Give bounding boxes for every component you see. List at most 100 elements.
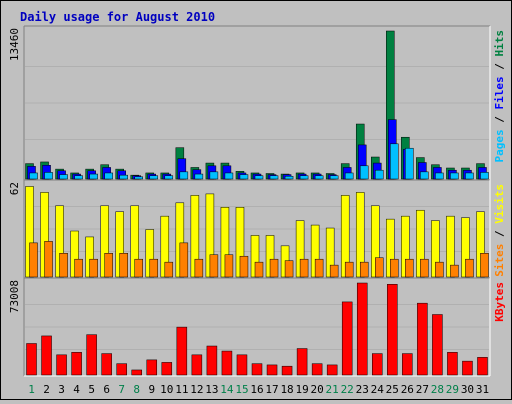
- bar-pages-day-18: [284, 176, 294, 180]
- bar-pages-day-9: [149, 175, 159, 180]
- bar-pages-day-17: [269, 175, 279, 180]
- x-tick-label-day-17: 17: [265, 383, 278, 396]
- y-axis-max-label: 73008: [8, 280, 21, 313]
- bar-kbytes-day-18: [281, 365, 293, 376]
- bar-sites-day-14: [224, 254, 234, 278]
- x-tick-label-day-27: 27: [416, 383, 429, 396]
- bar-pages-day-21: [329, 175, 339, 180]
- x-tick-label-day-30: 30: [461, 383, 474, 396]
- bar-kbytes-day-23: [356, 282, 368, 376]
- bar-pages-day-5: [89, 173, 98, 180]
- legend-entry-pages: Pages: [493, 129, 506, 162]
- bar-kbytes-day-17: [266, 364, 278, 376]
- bar-pages-day-4: [74, 175, 83, 180]
- bar-kbytes-day-30: [462, 360, 473, 376]
- bar-sites-day-21: [329, 264, 339, 278]
- bar-pages-day-22: [344, 172, 354, 180]
- bar-kbytes-day-5: [86, 334, 97, 376]
- bar-sites-day-1: [29, 242, 38, 278]
- bar-pages-day-1: [29, 172, 38, 180]
- bar-pages-day-25: [390, 143, 399, 180]
- bar-sites-day-13: [209, 254, 219, 278]
- bar-kbytes-day-6: [101, 353, 112, 376]
- bar-pages-day-24: [375, 169, 384, 180]
- bar-sites-day-3: [59, 253, 68, 278]
- legend-entry-kbytes: KBytes: [493, 282, 506, 322]
- x-tick-label-day-24: 24: [371, 383, 385, 396]
- bar-pages-day-19: [299, 175, 309, 180]
- bar-sites-day-9: [149, 258, 159, 278]
- x-tick-label-day-12: 12: [190, 383, 203, 396]
- bar-pages-day-28: [435, 172, 444, 180]
- bar-pages-day-14: [224, 172, 234, 180]
- x-tick-label-day-6: 6: [103, 383, 110, 396]
- bar-sites-day-18: [284, 260, 294, 278]
- bar-sites-day-8: [134, 258, 143, 278]
- chart-title: Daily usage for August 2010: [20, 10, 215, 24]
- x-tick-label-day-19: 19: [295, 383, 308, 396]
- bar-pages-day-10: [164, 175, 174, 180]
- bar-kbytes-day-25: [387, 284, 398, 376]
- bar-sites-day-27: [420, 258, 429, 278]
- x-tick-label-day-11: 11: [175, 383, 188, 396]
- bar-kbytes-day-31: [477, 357, 488, 376]
- bar-sites-day-10: [164, 261, 174, 278]
- x-tick-label-day-4: 4: [73, 383, 80, 396]
- bar-sites-day-11: [179, 242, 189, 278]
- bar-sites-day-20: [314, 258, 324, 278]
- bar-kbytes-day-20: [311, 363, 323, 376]
- x-tick-label-day-26: 26: [401, 383, 414, 396]
- x-tick-label-day-10: 10: [160, 383, 173, 396]
- x-tick-label-day-23: 23: [356, 383, 369, 396]
- bar-sites-day-2: [44, 241, 53, 278]
- bar-sites-day-19: [299, 258, 309, 278]
- bar-sites-day-15: [239, 255, 249, 278]
- bar-kbytes-day-11: [176, 326, 188, 376]
- bar-kbytes-day-19: [296, 348, 308, 376]
- bar-kbytes-day-1: [26, 343, 37, 376]
- bar-pages-day-6: [104, 172, 113, 180]
- bar-pages-day-23: [359, 165, 369, 180]
- bar-kbytes-day-28: [432, 314, 443, 376]
- bar-kbytes-day-15: [236, 354, 248, 376]
- legend-entry-sites: Sites: [493, 244, 506, 277]
- x-tick-label-day-28: 28: [431, 383, 444, 396]
- bar-kbytes-day-24: [372, 353, 383, 376]
- bar-sites-day-23: [359, 261, 369, 278]
- x-tick-label-day-18: 18: [280, 383, 293, 396]
- bar-kbytes-day-2: [41, 335, 52, 376]
- bar-pages-day-20: [314, 175, 324, 180]
- bar-sites-day-25: [390, 258, 399, 278]
- bar-pages-day-15: [239, 174, 249, 180]
- x-tick-label-day-1: 1: [28, 383, 35, 396]
- x-tick-label-day-8: 8: [133, 383, 140, 396]
- legend-entry-hits: Hits: [493, 30, 506, 57]
- bar-sites-day-5: [89, 258, 98, 278]
- x-tick-label-day-29: 29: [446, 383, 459, 396]
- bar-pages-day-13: [209, 171, 219, 180]
- bar-sites-day-28: [435, 261, 444, 278]
- x-tick-label-day-14: 14: [220, 383, 234, 396]
- bar-pages-day-3: [59, 174, 68, 180]
- bar-sites-day-7: [119, 253, 128, 278]
- legend-separator: /: [493, 57, 506, 77]
- bar-sites-day-17: [269, 258, 279, 278]
- bar-kbytes-day-14: [221, 350, 233, 376]
- x-tick-label-day-20: 20: [311, 383, 324, 396]
- x-tick-label-day-22: 22: [341, 383, 354, 396]
- y-axis-max-label: 62: [8, 182, 21, 195]
- bar-sites-day-26: [405, 258, 414, 278]
- bar-sites-day-4: [74, 258, 83, 278]
- legend: KBytes: [493, 282, 506, 322]
- y-axis-max-label: 13460: [8, 28, 21, 61]
- x-tick-label-day-13: 13: [205, 383, 218, 396]
- x-tick-label-day-21: 21: [326, 383, 339, 396]
- bar-pages-day-31: [480, 172, 489, 180]
- x-tick-label-day-7: 7: [118, 383, 125, 396]
- bar-kbytes-day-9: [146, 359, 158, 376]
- x-tick-label-day-9: 9: [148, 383, 155, 396]
- bar-kbytes-day-10: [161, 362, 173, 376]
- bar-sites-day-16: [254, 261, 264, 278]
- bar-kbytes-day-3: [56, 354, 67, 376]
